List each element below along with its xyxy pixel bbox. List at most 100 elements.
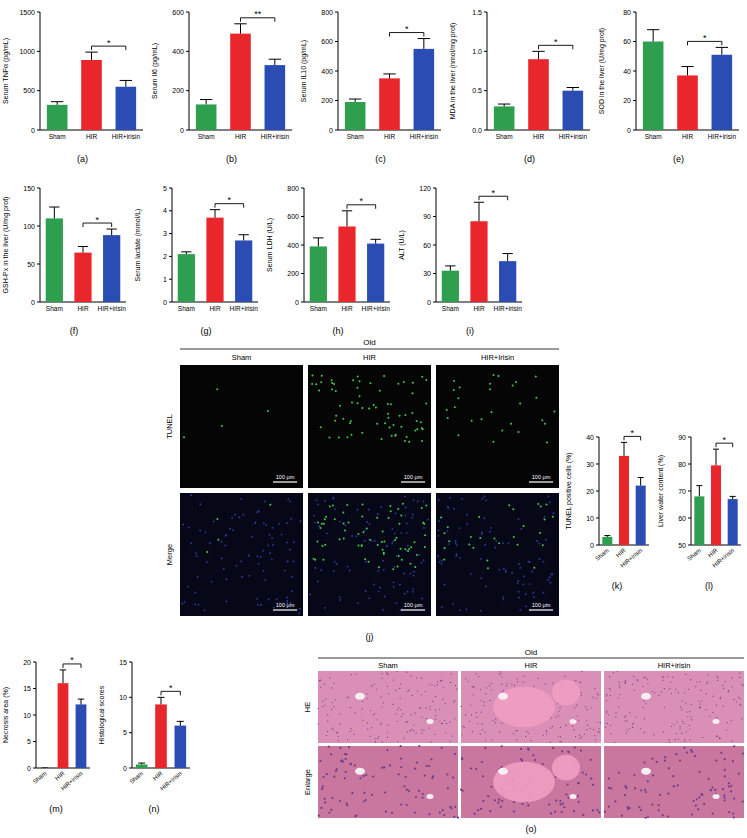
nucleus bbox=[733, 798, 735, 800]
nucleus bbox=[416, 761, 418, 763]
y-tick-label: 600 bbox=[287, 213, 299, 220]
nucleus bbox=[616, 712, 617, 713]
image-bg bbox=[604, 746, 744, 818]
nucleus bbox=[461, 498, 463, 500]
y-tick-label: 5 bbox=[163, 185, 167, 192]
nucleus bbox=[667, 815, 669, 817]
nucleus bbox=[328, 812, 330, 814]
nucleus bbox=[485, 693, 486, 694]
y-axis-label: Liver water content (%) bbox=[657, 455, 665, 527]
nucleus bbox=[694, 755, 696, 757]
y-tick bbox=[335, 100, 338, 101]
positive-cell bbox=[324, 518, 326, 520]
vessel bbox=[570, 719, 577, 724]
positive-cell bbox=[457, 397, 459, 399]
nucleus bbox=[645, 677, 646, 678]
nucleus bbox=[381, 722, 382, 723]
positive-cell bbox=[383, 553, 385, 555]
positive-cell bbox=[316, 540, 318, 542]
nucleus bbox=[501, 723, 502, 724]
nucleus bbox=[637, 679, 638, 680]
nucleus bbox=[382, 560, 384, 562]
nucleus bbox=[387, 737, 388, 738]
nucleus bbox=[480, 808, 482, 810]
y-axis-label: Serum Il6 (pg/mL) bbox=[151, 43, 159, 99]
bar bbox=[265, 65, 286, 130]
bars bbox=[42, 670, 87, 768]
y-tick-label: 0 bbox=[180, 127, 184, 134]
bar bbox=[338, 226, 355, 302]
nucleus bbox=[578, 720, 579, 721]
nucleus bbox=[645, 791, 647, 793]
nucleus bbox=[286, 541, 288, 543]
micrograph: 100 μm bbox=[436, 365, 559, 488]
necrosis bbox=[493, 762, 555, 802]
nucleus bbox=[723, 797, 725, 799]
nucleus bbox=[728, 785, 730, 787]
category-label: HIR+irisin bbox=[97, 305, 126, 312]
nucleus bbox=[327, 714, 328, 715]
positive-cell bbox=[342, 512, 344, 514]
bar bbox=[116, 87, 137, 130]
nucleus bbox=[520, 748, 522, 750]
nucleus bbox=[644, 718, 645, 719]
nucleus bbox=[651, 691, 652, 692]
y-axis-label: SOD in the liver (U/mg prot) bbox=[598, 28, 606, 114]
nucleus bbox=[483, 496, 485, 498]
nucleus bbox=[575, 680, 576, 681]
nucleus bbox=[357, 602, 359, 604]
nucleus bbox=[341, 759, 343, 761]
category-label: Sham bbox=[496, 133, 513, 140]
nucleus bbox=[548, 803, 550, 805]
nucleus bbox=[400, 766, 402, 768]
nucleus bbox=[613, 672, 614, 673]
positive-cell bbox=[457, 434, 459, 436]
nucleus bbox=[722, 788, 724, 790]
nucleus bbox=[257, 604, 259, 606]
significance-bracket: * bbox=[83, 215, 112, 228]
nucleus bbox=[383, 766, 385, 768]
error-line bbox=[161, 697, 162, 704]
nucleus bbox=[411, 729, 412, 730]
positive-cell bbox=[376, 423, 378, 425]
micrograph bbox=[317, 671, 458, 743]
nucleus bbox=[609, 676, 610, 677]
nucleus bbox=[565, 725, 566, 726]
nucleus bbox=[398, 773, 400, 775]
nucleus bbox=[484, 544, 486, 546]
nucleus bbox=[663, 731, 664, 732]
y-tick bbox=[33, 662, 36, 663]
nucleus bbox=[317, 504, 319, 506]
bar-chart: 010203040TUNEL positive cells (%)ShamHIR… bbox=[565, 428, 649, 591]
nucleus bbox=[404, 738, 405, 739]
nucleus bbox=[626, 730, 627, 731]
nucleus bbox=[380, 724, 381, 725]
nucleus bbox=[481, 712, 482, 713]
category-label: HIR+irisin bbox=[159, 770, 183, 791]
error-cap bbox=[51, 101, 63, 102]
nucleus bbox=[440, 681, 441, 682]
positive-cell bbox=[392, 568, 394, 570]
nucleus bbox=[240, 560, 242, 562]
nucleus bbox=[521, 760, 523, 762]
error-cap bbox=[713, 449, 719, 450]
y-tick-label: 200 bbox=[287, 270, 299, 277]
category-label: Sham bbox=[46, 305, 63, 312]
nucleus bbox=[506, 683, 507, 684]
positive-cell bbox=[479, 537, 481, 539]
image-bg bbox=[318, 746, 458, 818]
nucleus bbox=[697, 808, 699, 810]
nucleus bbox=[579, 681, 580, 682]
bars bbox=[47, 52, 136, 130]
nucleus bbox=[273, 607, 275, 609]
micrograph bbox=[318, 745, 459, 819]
vessel bbox=[355, 693, 365, 700]
nucleus bbox=[600, 722, 601, 723]
nucleus bbox=[242, 514, 244, 516]
y-tick-label: 0.0 bbox=[472, 127, 482, 134]
nucleus bbox=[349, 570, 351, 572]
positive-cell bbox=[404, 548, 406, 550]
nucleus bbox=[181, 603, 183, 605]
nucleus bbox=[286, 597, 288, 599]
y-tick bbox=[301, 188, 304, 189]
